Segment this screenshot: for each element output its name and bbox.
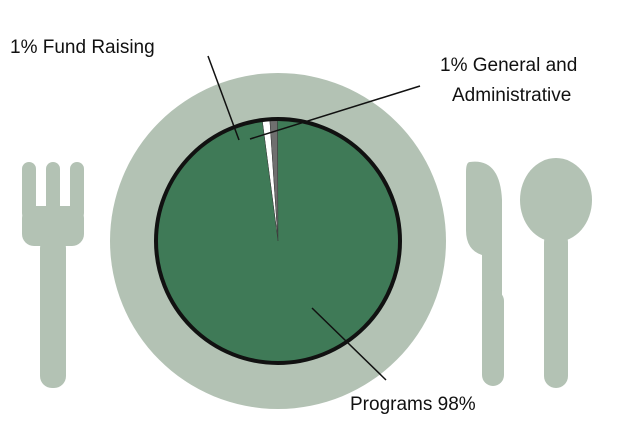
spoon-illustration	[520, 158, 592, 388]
leader-line-fund-raising	[207, 55, 240, 141]
label-general-line2: Administrative	[452, 85, 571, 106]
label-programs: Programs 98%	[350, 394, 476, 415]
leader-line-programs	[311, 307, 387, 381]
knife-illustration	[466, 161, 504, 386]
label-general-line1: 1% General and	[440, 55, 577, 76]
pie-outline	[154, 117, 402, 365]
leader-line-general	[249, 85, 421, 140]
fork-illustration	[22, 162, 84, 388]
label-fund-raising: 1% Fund Raising	[10, 37, 155, 58]
